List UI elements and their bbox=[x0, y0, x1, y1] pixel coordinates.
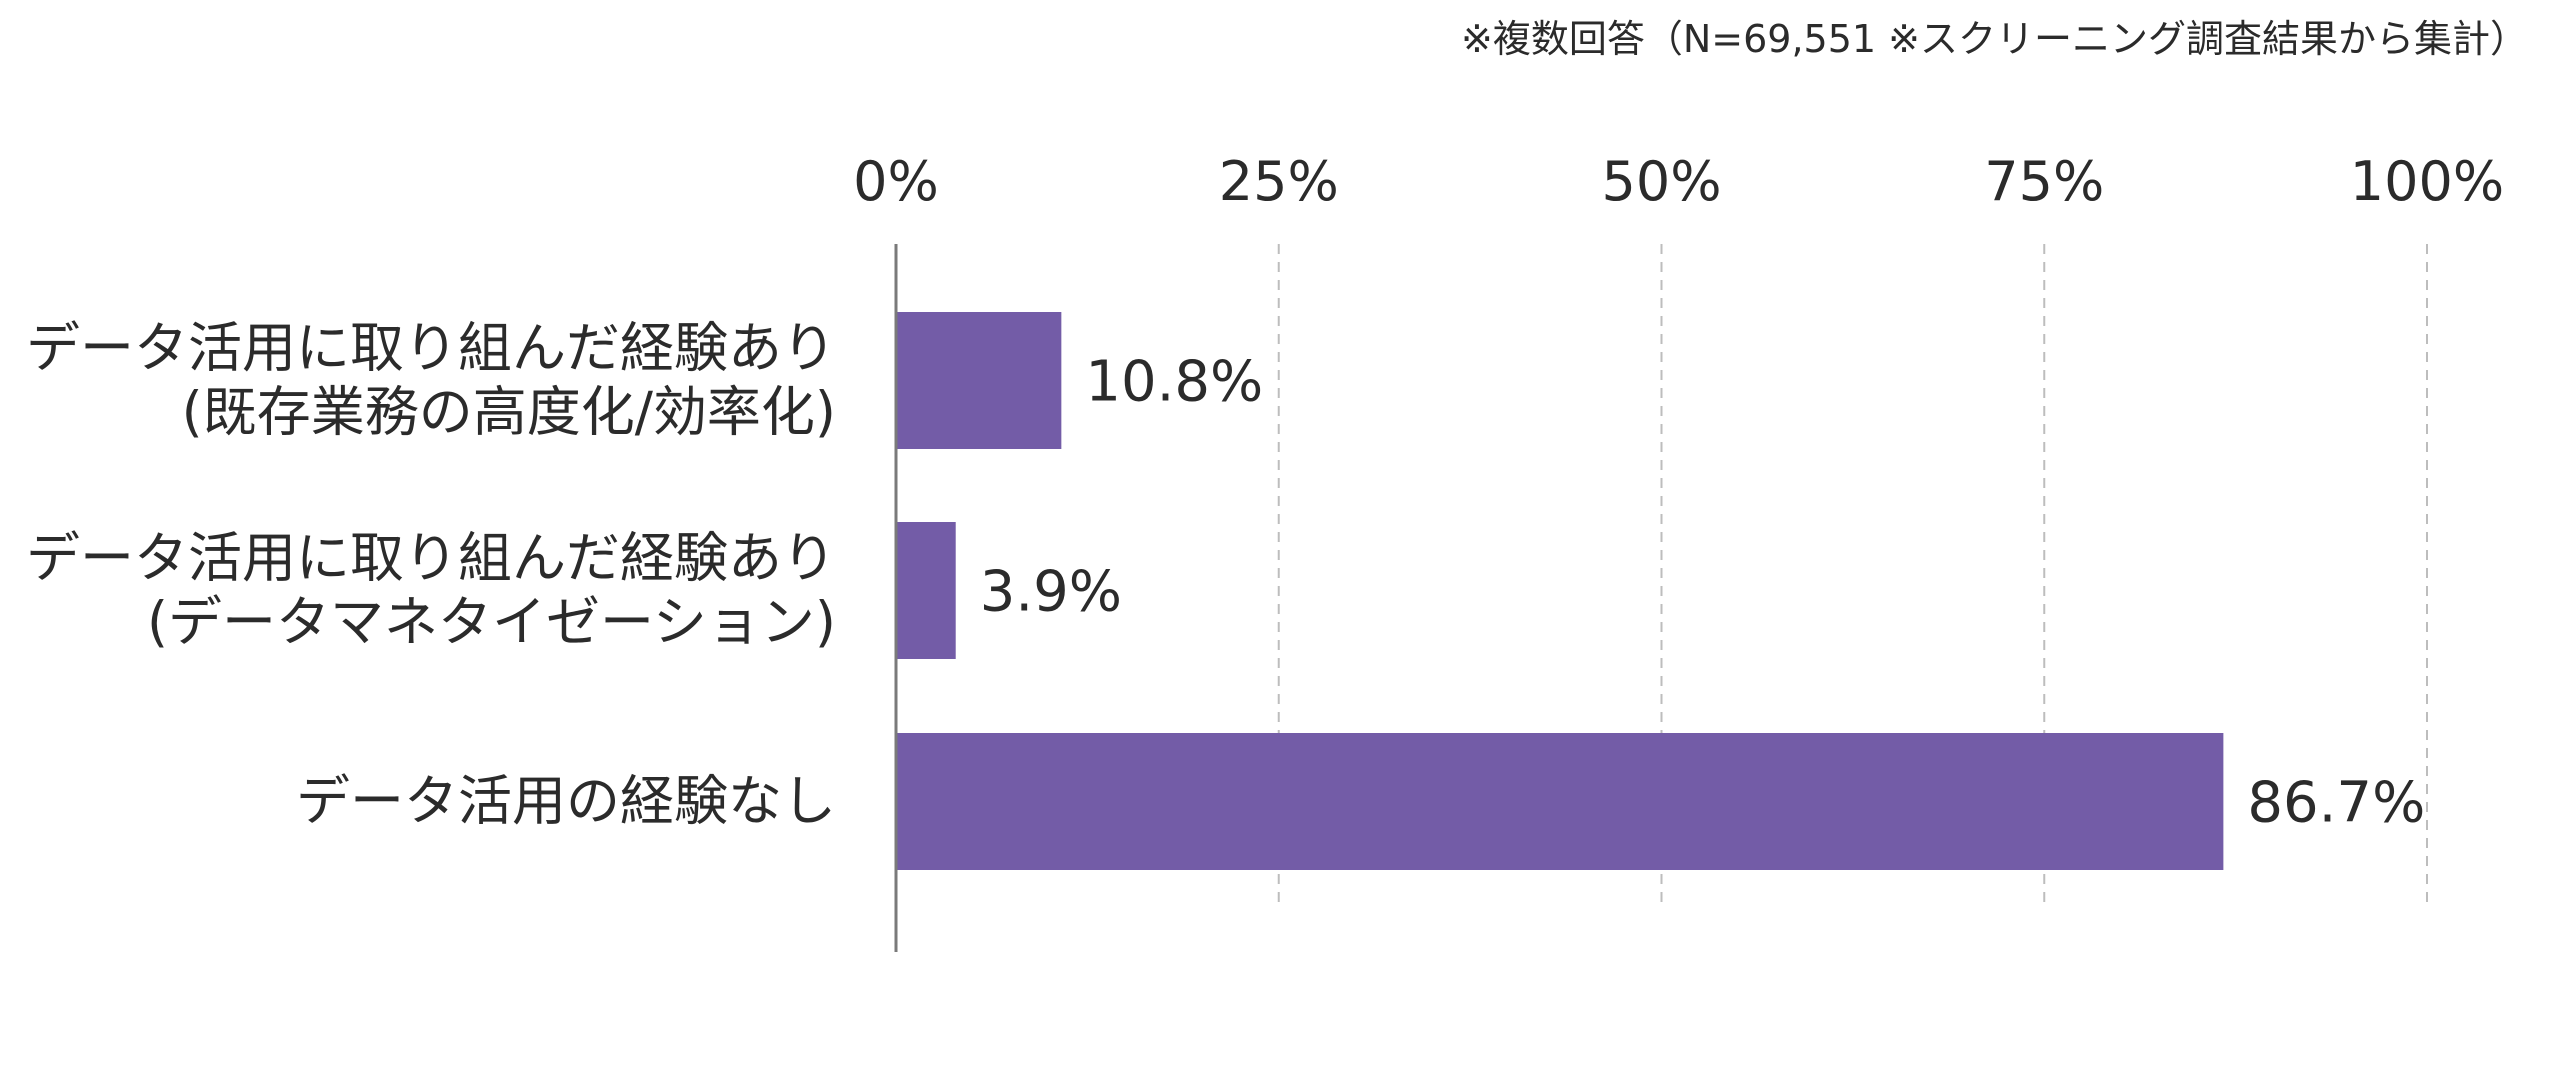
bar bbox=[897, 733, 2224, 870]
x-tick-label: 75% bbox=[1984, 150, 2104, 213]
category-label: (既存業務の高度化/効率化) bbox=[182, 381, 836, 444]
bar-value-label: 3.9% bbox=[980, 560, 1122, 625]
category-label: データ活用に取り組んだ経験あり bbox=[26, 317, 836, 380]
labels: 0% 25% 50% 75% 100%10.8%データ活用に取り組んだ経験あり(既存業務… bbox=[26, 150, 2504, 836]
bars bbox=[897, 312, 2224, 870]
category-label: データ活用の経験なし bbox=[296, 770, 836, 833]
category-label: データ活用に取り組んだ経験あり bbox=[26, 527, 836, 590]
gridlines bbox=[1277, 244, 2428, 910]
category-label: (データマネタイゼーション) bbox=[147, 591, 836, 654]
x-tick-label: 50% bbox=[1601, 150, 1721, 213]
bar bbox=[897, 522, 956, 659]
x-tick-label: 0% bbox=[853, 150, 939, 213]
bar-value-label: 10.8% bbox=[1085, 350, 1263, 415]
x-tick-label: 25% bbox=[1219, 150, 1339, 213]
x-tick-label: 100% bbox=[2350, 150, 2504, 213]
chart-note: ※複数回答（N=69,551 ※スクリーニング調査結果から集計） bbox=[1461, 17, 2528, 61]
bar-value-label: 86.7% bbox=[2247, 771, 2425, 836]
bar bbox=[897, 312, 1062, 449]
